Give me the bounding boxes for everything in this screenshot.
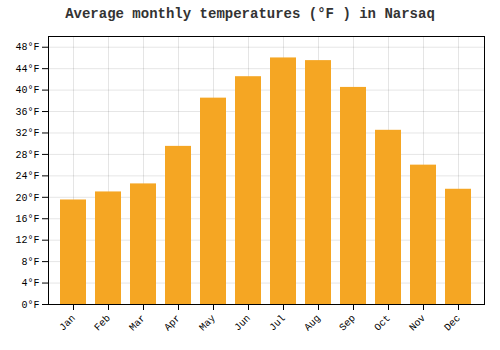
svg-text:Sep: Sep bbox=[337, 313, 358, 334]
svg-text:44°F: 44°F bbox=[15, 64, 39, 75]
svg-text:12°F: 12°F bbox=[15, 235, 39, 246]
svg-text:16°F: 16°F bbox=[15, 214, 39, 225]
svg-text:20°F: 20°F bbox=[15, 193, 39, 204]
svg-text:8°F: 8°F bbox=[21, 257, 39, 268]
svg-text:28°F: 28°F bbox=[15, 150, 39, 161]
svg-text:Jul: Jul bbox=[267, 313, 288, 334]
svg-text:Dec: Dec bbox=[442, 313, 463, 334]
svg-text:Jan: Jan bbox=[57, 313, 78, 334]
svg-text:36°F: 36°F bbox=[15, 107, 39, 118]
svg-text:4°F: 4°F bbox=[21, 278, 39, 289]
svg-text:Jun: Jun bbox=[232, 313, 253, 334]
svg-text:Apr: Apr bbox=[162, 313, 183, 334]
svg-text:40°F: 40°F bbox=[15, 85, 39, 96]
svg-text:24°F: 24°F bbox=[15, 171, 39, 182]
svg-text:Nov: Nov bbox=[407, 313, 428, 334]
svg-text:0°F: 0°F bbox=[21, 300, 39, 311]
svg-text:Feb: Feb bbox=[92, 313, 113, 334]
svg-text:48°F: 48°F bbox=[15, 42, 39, 53]
html-text:Average monthly temperatures (: Average monthly temperatures (°F ) in Na… bbox=[65, 6, 435, 22]
svg-text:May: May bbox=[197, 313, 218, 334]
svg-text:32°F: 32°F bbox=[15, 128, 39, 139]
svg-text:Aug: Aug bbox=[302, 313, 323, 334]
svg-text:Oct: Oct bbox=[372, 313, 393, 334]
svg-text:Mar: Mar bbox=[127, 313, 148, 334]
